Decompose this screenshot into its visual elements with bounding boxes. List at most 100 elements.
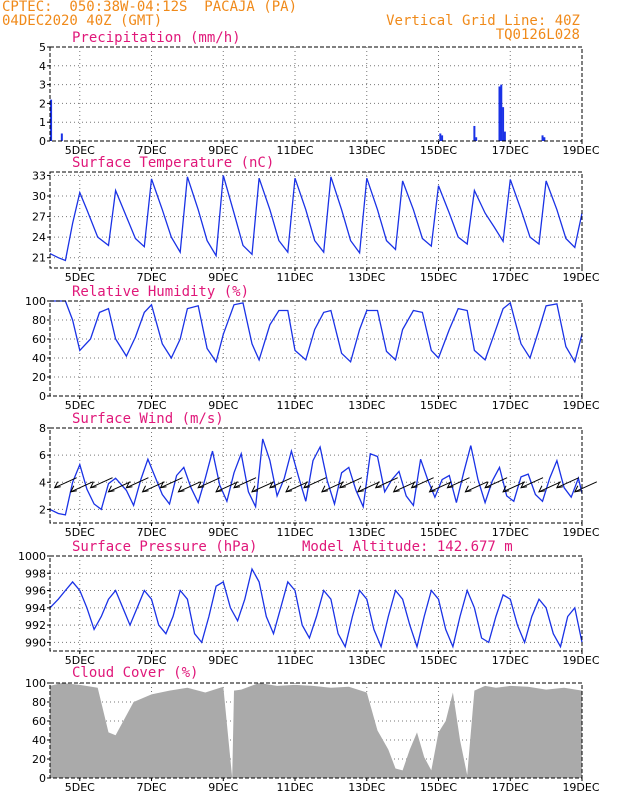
cloud-area <box>50 683 582 778</box>
wind-arrow <box>108 481 131 493</box>
humidity-ytick-label: 100 <box>25 295 46 308</box>
panel-title-cloud: Cloud Cover (%) <box>72 665 198 681</box>
humidity-ytick-label: 60 <box>32 333 46 346</box>
pressure-xtick-label: 9DEC <box>208 654 238 667</box>
model-altitude: Model Altitude: 142.677 m <box>302 539 513 555</box>
wind-arrow <box>447 477 470 489</box>
wind-arrow <box>321 481 345 493</box>
cloud-ytick-label: 0 <box>39 772 46 785</box>
cloud-xtick-label: 9DEC <box>208 781 238 794</box>
temperature-ytick-label: 33 <box>32 169 46 182</box>
pressure-frame <box>49 555 583 652</box>
temperature-ytick-label: 30 <box>32 190 46 203</box>
pressure-ytick-label: 992 <box>25 619 46 632</box>
wind-arrowhead <box>338 481 346 489</box>
wind-arrow <box>233 477 257 489</box>
panel-title-wind: Surface Wind (m/s) <box>72 411 224 427</box>
cloud-xtick-label: 5DEC <box>65 781 95 794</box>
cloud-frame <box>49 682 583 779</box>
cloud-xtick-label: 11DEC <box>276 781 313 794</box>
precipitation-bar <box>498 86 501 141</box>
precipitation-bar <box>502 107 505 141</box>
wind-arrowhead <box>285 485 293 493</box>
wind-arrow <box>269 477 293 489</box>
wind-xtick-label: 7DEC <box>136 526 166 539</box>
model-code: TQ0126L028 <box>495 27 580 43</box>
precipitation-ytick-label: 0 <box>39 135 46 148</box>
wind-arrow <box>160 477 183 489</box>
cloud-xtick-label: 7DEC <box>136 781 166 794</box>
wind-arrow <box>215 481 239 493</box>
precipitation-ytick-label: 1 <box>39 116 46 129</box>
pressure-ytick-label: 996 <box>25 585 46 598</box>
cloud-xtick-label: 19DEC <box>562 781 599 794</box>
panel-title-humidity: Relative Humidity (%) <box>72 284 249 300</box>
wind-arrowhead <box>69 485 77 493</box>
temperature-xtick-label: 5DEC <box>65 271 95 284</box>
wind-arrowhead <box>556 481 563 489</box>
precipitation-ytick-label: 5 <box>39 41 46 54</box>
wind-arrow <box>538 481 562 493</box>
wind-arrowhead <box>573 485 581 493</box>
wind-frame <box>49 427 583 524</box>
wind-arrowhead <box>374 481 382 489</box>
wind-arrow <box>484 477 508 489</box>
pressure-ytick-label: 1000 <box>18 550 46 563</box>
humidity-frame <box>49 300 583 397</box>
wind-arrowhead <box>107 485 115 493</box>
wind-ytick-label: 4 <box>39 476 46 489</box>
pressure-xtick-label: 7DEC <box>136 654 166 667</box>
panel-title-precipitation: Precipitation (mm/h) <box>72 30 241 46</box>
wind-arrow <box>339 477 363 489</box>
wind-arrow <box>178 481 201 493</box>
station-header: CPTEC: 050:38W-04:12S PACAJA (PA) <box>2 0 298 15</box>
precipitation-xtick-label: 19DEC <box>562 144 599 157</box>
precipitation-xtick-label: 17DEC <box>492 144 529 157</box>
wind-arrow <box>197 477 221 489</box>
pressure-xtick-label: 15DEC <box>420 654 457 667</box>
wind-xtick-label: 13DEC <box>348 526 385 539</box>
wind-arrowhead <box>410 481 418 489</box>
wind-arrowhead <box>520 481 528 489</box>
wind-arrow <box>574 481 598 493</box>
precipitation-xtick-label: 7DEC <box>136 144 166 157</box>
wind-arrowhead <box>251 485 259 493</box>
wind-arrow <box>465 481 488 493</box>
wind-xtick-label: 11DEC <box>276 526 313 539</box>
humidity-xtick-label: 11DEC <box>276 399 313 412</box>
cloud-ytick-label: 80 <box>32 696 46 709</box>
panel-title-pressure: Surface Pressure (hPa) <box>72 539 257 555</box>
wind-series-line <box>49 438 583 516</box>
wind-arrow <box>126 477 149 489</box>
humidity-xtick-label: 7DEC <box>136 399 166 412</box>
wind-arrowhead <box>233 481 241 489</box>
wind-arrowhead <box>89 481 97 489</box>
wind-xtick-label: 17DEC <box>492 526 529 539</box>
pressure-ytick-label: 994 <box>25 602 46 615</box>
wind-arrow <box>54 477 77 489</box>
wind-ytick-label: 8 <box>39 422 46 435</box>
precipitation-frame <box>49 46 583 142</box>
humidity-ytick-label: 0 <box>39 390 46 403</box>
temperature-xtick-label: 13DEC <box>348 271 385 284</box>
cloud-ytick-label: 60 <box>32 715 46 728</box>
precipitation-bar <box>541 135 544 141</box>
temperature-xtick-label: 9DEC <box>208 271 238 284</box>
temperature-ytick-label: 21 <box>32 252 46 265</box>
pressure-xtick-label: 17DEC <box>492 654 529 667</box>
wind-ytick-label: 6 <box>39 449 46 462</box>
wind-arrowhead <box>428 485 436 493</box>
cloud-xtick-label: 13DEC <box>348 781 385 794</box>
wind-arrow <box>251 481 275 493</box>
humidity-ytick-label: 20 <box>32 371 46 384</box>
precipitation-bar <box>543 137 546 141</box>
pressure-ytick-label: 990 <box>25 636 46 649</box>
wind-arrowhead <box>177 485 185 493</box>
precipitation-bar <box>439 133 442 141</box>
cloud-ytick-label: 40 <box>32 734 46 747</box>
precipitation-bar <box>441 135 444 141</box>
temperature-xtick-label: 19DEC <box>562 271 599 284</box>
humidity-xtick-label: 9DEC <box>208 399 238 412</box>
date-header: 04DEC2020 40Z (GMT) <box>2 13 163 29</box>
